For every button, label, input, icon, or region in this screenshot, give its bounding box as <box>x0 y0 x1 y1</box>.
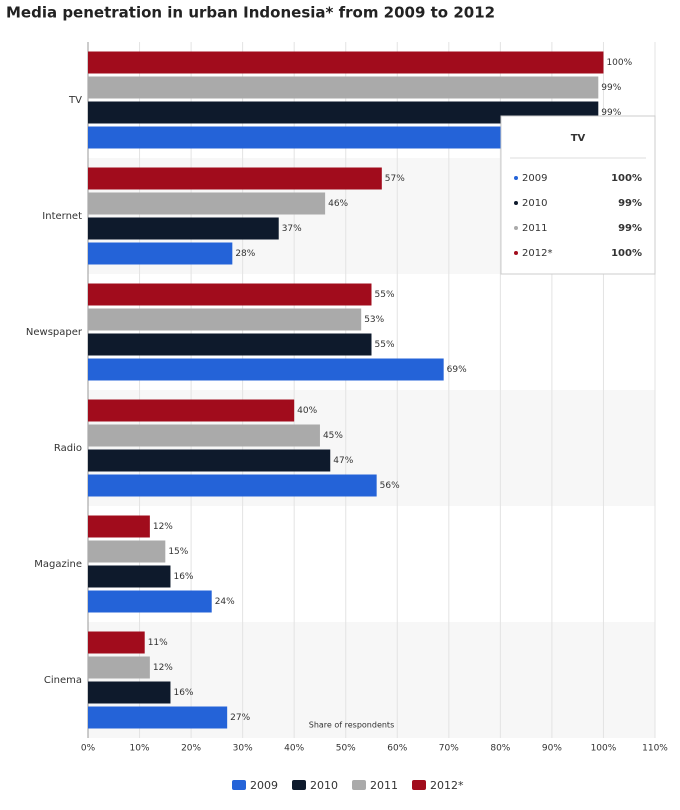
tooltip: TV 2009 100% 2010 99% 2011 99% 2012* 100% <box>500 115 656 275</box>
bar <box>88 540 166 563</box>
tooltip-box <box>500 115 656 275</box>
bar <box>88 399 295 422</box>
value-label: 56% <box>380 481 400 491</box>
value-label: 11% <box>148 638 168 648</box>
bar <box>88 449 331 472</box>
x-tick-label: 110% <box>642 744 668 754</box>
bar <box>88 424 320 447</box>
bar <box>88 590 212 613</box>
tooltip-series: 2010 <box>522 198 547 209</box>
bar <box>88 126 604 149</box>
value-label: 12% <box>153 663 173 673</box>
value-label: 99% <box>601 83 621 93</box>
x-tick-label: 90% <box>542 744 562 754</box>
x-tick-label: 40% <box>284 744 304 754</box>
bar <box>88 217 279 240</box>
legend-label: 2010 <box>310 779 338 792</box>
bar <box>88 565 171 588</box>
tooltip-series: 2011 <box>522 223 547 234</box>
bar <box>88 192 326 215</box>
tooltip-value: 100% <box>611 173 642 184</box>
legend-swatch <box>232 780 246 790</box>
tooltip-bullet <box>514 251 518 255</box>
x-axis-label: Share of respondents <box>309 721 395 730</box>
legend-swatch <box>352 780 366 790</box>
value-label: 46% <box>328 199 348 209</box>
bar <box>88 76 599 99</box>
bar <box>88 706 228 729</box>
value-label: 55% <box>375 340 395 350</box>
value-label: 16% <box>173 572 193 582</box>
bar <box>88 681 171 704</box>
y-tick-label: Newspaper <box>26 327 83 338</box>
value-label: 15% <box>168 547 188 557</box>
value-label: 100% <box>606 58 632 68</box>
plot-area: 0% 10% 20% 30% 40% 50% 60% 70% 80% 90% 100% 110% Sha… <box>26 42 668 754</box>
x-tick-label: 70% <box>439 744 459 754</box>
x-tick-label: 10% <box>130 744 150 754</box>
tooltip-bullet <box>514 176 518 180</box>
y-tick-label: Cinema <box>44 675 82 686</box>
value-label: 47% <box>333 456 353 466</box>
value-label: 55% <box>375 290 395 300</box>
tooltip-series: 2012* <box>522 248 552 259</box>
value-label: 53% <box>364 315 384 325</box>
chart-title: Media penetration in urban Indonesia* fr… <box>6 4 495 22</box>
tooltip-bullet <box>514 201 518 205</box>
value-label: 27% <box>230 713 250 723</box>
legend-label: 2011 <box>370 779 398 792</box>
x-tick-label: 60% <box>387 744 407 754</box>
x-tick-label: 0% <box>81 744 96 754</box>
bar <box>88 51 604 74</box>
value-label: 37% <box>282 224 302 234</box>
tooltip-series: 2009 <box>522 173 547 184</box>
legend-swatch <box>412 780 426 790</box>
legend-swatch <box>292 780 306 790</box>
legend-label: 2012* <box>430 779 464 792</box>
value-label: 16% <box>173 688 193 698</box>
bar <box>88 242 233 265</box>
bar <box>88 283 372 306</box>
bar <box>88 656 150 679</box>
x-tick-label: 50% <box>336 744 356 754</box>
value-label: 57% <box>385 174 405 184</box>
tooltip-bullet <box>514 226 518 230</box>
value-label: 69% <box>447 365 467 375</box>
value-label: 12% <box>153 522 173 532</box>
value-label: 45% <box>323 431 343 441</box>
bar <box>88 333 372 356</box>
x-tick-label: 20% <box>181 744 201 754</box>
x-tick-label: 100% <box>591 744 617 754</box>
value-label: 24% <box>215 597 235 607</box>
value-label: 99% <box>601 108 621 118</box>
bar <box>88 515 150 538</box>
y-tick-label: Internet <box>42 211 82 222</box>
legend-label: 2009 <box>250 779 278 792</box>
bar <box>88 101 599 124</box>
tooltip-value: 99% <box>618 198 642 209</box>
y-tick-label: Magazine <box>34 559 82 570</box>
bar <box>88 167 382 190</box>
y-tick-label: Radio <box>54 443 82 454</box>
bar <box>88 308 362 331</box>
tooltip-value: 99% <box>618 223 642 234</box>
tooltip-title: TV <box>571 133 586 144</box>
tooltip-value: 100% <box>611 248 642 259</box>
x-tick-label: 30% <box>233 744 253 754</box>
value-label: 28% <box>235 249 255 259</box>
value-label: 40% <box>297 406 317 416</box>
bar <box>88 474 377 497</box>
x-tick-label: 80% <box>490 744 510 754</box>
bar <box>88 631 145 654</box>
bar <box>88 358 444 381</box>
y-tick-label: TV <box>68 95 82 106</box>
